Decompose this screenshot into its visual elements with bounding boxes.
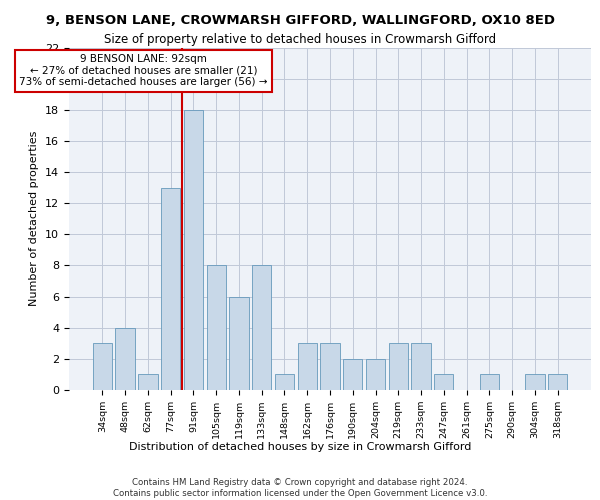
Text: 9, BENSON LANE, CROWMARSH GIFFORD, WALLINGFORD, OX10 8ED: 9, BENSON LANE, CROWMARSH GIFFORD, WALLI… xyxy=(46,14,554,27)
Bar xyxy=(434,374,454,390)
Bar xyxy=(184,110,203,390)
Bar xyxy=(93,344,112,390)
Bar xyxy=(206,266,226,390)
Y-axis label: Number of detached properties: Number of detached properties xyxy=(29,131,40,306)
Bar xyxy=(389,344,408,390)
Bar xyxy=(161,188,181,390)
Text: Size of property relative to detached houses in Crowmarsh Gifford: Size of property relative to detached ho… xyxy=(104,32,496,46)
Bar xyxy=(525,374,545,390)
Bar xyxy=(320,344,340,390)
Bar xyxy=(366,359,385,390)
Text: 9 BENSON LANE: 92sqm
← 27% of detached houses are smaller (21)
73% of semi-detac: 9 BENSON LANE: 92sqm ← 27% of detached h… xyxy=(19,54,268,88)
Text: Contains HM Land Registry data © Crown copyright and database right 2024.
Contai: Contains HM Land Registry data © Crown c… xyxy=(113,478,487,498)
Bar xyxy=(275,374,294,390)
Bar xyxy=(115,328,135,390)
Bar xyxy=(548,374,567,390)
Bar xyxy=(229,296,248,390)
Text: Distribution of detached houses by size in Crowmarsh Gifford: Distribution of detached houses by size … xyxy=(129,442,471,452)
Bar xyxy=(138,374,158,390)
Bar xyxy=(479,374,499,390)
Bar xyxy=(298,344,317,390)
Bar xyxy=(412,344,431,390)
Bar xyxy=(343,359,362,390)
Bar xyxy=(252,266,271,390)
